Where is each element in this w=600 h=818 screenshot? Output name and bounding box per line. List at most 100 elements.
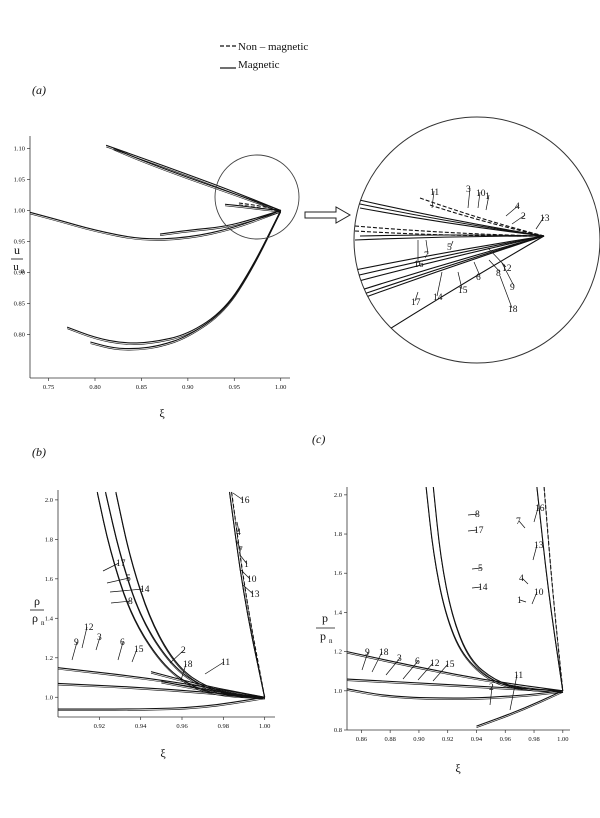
curve-label: 18 [379,648,389,658]
series-a-3 [113,147,281,211]
inset-label-leader [485,194,490,211]
curve-label: 17 [474,526,484,536]
curve-label-leader [432,663,449,682]
chart-a-y-ticks: 0.80 0.85 0.90 0.95 1.00 1.05 1.10 [14,145,30,339]
series-a-6-pair [159,211,281,236]
inset-label-leader [436,271,443,297]
curve-label-leader [235,539,242,551]
y-tick-label: 1.00 [14,207,25,214]
series-a-7-pair [224,205,281,213]
curve-label-leader [95,636,101,651]
inset-label-leader [505,204,520,217]
inset-curve-label: 18 [508,305,518,315]
inset-curve-label: 6 [476,273,481,283]
curve-label-leader [232,492,244,501]
curve-label: 1 [244,560,249,570]
series-b-5-pair [57,684,265,700]
series-b-1-pair [96,493,265,700]
curve-label: 7 [238,546,243,556]
chart-c-y-label-denominator: p [320,629,326,643]
inset-series-11 [354,235,545,277]
inset-series-15 [354,235,545,302]
inset-curve-label: 8 [496,269,501,279]
chart-b-curve-labels: 16 175 14 8 4 71 10 13 123 9 6 15 2 18 11 [71,492,260,681]
curve-label-leader [242,584,254,595]
series-b-9-pair [229,493,265,699]
inset-label-leader [425,239,429,255]
curve-label-leader [236,521,240,533]
curve-label: 6 [415,657,420,667]
chart-a-y-label-subscript: n [21,267,25,275]
x-tick-label: 0.94 [471,736,483,743]
curve-label: 15 [445,660,455,670]
inset-label-leader [450,240,454,247]
series-a-2 [105,144,281,211]
curve-label: 12 [84,623,94,633]
series-c-2-pair [433,488,563,693]
chart-b-x-ticks: 0.92 0.94 0.96 0.98 1.00 [94,717,270,730]
curve-label: 16 [240,496,250,506]
curve-label: 4 [519,574,524,584]
curve-label: 13 [250,590,260,600]
curve-label: 2 [181,646,186,656]
curve-label: 3 [97,633,102,643]
x-tick-label: 0.96 [176,723,188,730]
y-tick-label: 1.4 [334,609,343,616]
x-tick-label: 0.92 [442,736,453,743]
curve-label-leader [467,529,478,532]
x-tick-label: 1.00 [275,384,286,391]
inset-series-16 [371,235,545,341]
curve-label-leader [385,657,401,676]
series-a-4 [66,210,282,344]
curve-label-leader [240,569,251,580]
inset-curve-label: 4 [515,202,520,212]
inset-label-leader [535,216,545,230]
panel-label-a: (a) [32,83,46,97]
inset-series-5 [429,204,545,237]
inset-curve-label: 9 [510,283,515,293]
x-tick-label: 1.00 [557,736,568,743]
inset-label-leader [511,214,526,225]
zoom-circle-small [214,154,300,240]
curve-label-leader [371,651,383,673]
y-tick-label: 1.2 [334,649,342,656]
curve-label: 4 [236,528,241,538]
curve-label: 5 [478,564,483,574]
curve-label: 8 [475,510,480,520]
y-tick-label: 1.6 [45,576,54,583]
curve-label-leader [106,577,130,584]
chart-c-y-label-subscript: n [329,637,333,645]
inset-curve-label: 1 [485,192,490,202]
chart-a-y-label-denominator: u [13,261,19,273]
series-c-5 [346,688,563,699]
inset-curve-label: 7 [424,251,429,261]
curve-label-leader [467,513,479,516]
y-tick-label: 1.10 [14,145,25,152]
y-tick-label: 1.0 [334,688,342,695]
series-c-8-pair [543,488,564,693]
y-tick-label: 1.4 [45,615,54,622]
curve-label-leader [109,588,144,593]
inset-curve-label: 14 [433,293,443,303]
series-c-4-pair [346,680,563,693]
inset-label-leader [477,191,481,209]
series-a-6 [159,209,281,235]
x-tick-label: 0.90 [182,384,193,391]
curve-label-leader [110,600,132,604]
inset-label-leader [431,190,435,209]
series-b-8-pair [161,682,265,700]
curve-label: 13 [534,541,544,551]
panel-label-c: (c) [312,432,325,446]
curve-label-leader [521,577,529,585]
curve-label-leader [131,648,138,663]
y-tick-label: 0.85 [14,301,25,308]
curve-label-leader [519,599,527,603]
curve-label: 1 [517,596,522,606]
series-a-8 [238,202,281,211]
inset-label-leader [457,271,463,290]
curve-label-leader [239,554,248,565]
chart-c-y-ticks: 0.8 1.0 1.2 1.4 1.6 1.8 2.0 [334,492,347,734]
curve-label-leader [117,641,124,661]
curve-label: 15 [134,645,144,655]
chart-c: 0.81.01.21.41.61.82.0 0.86 0.88 0.90 0.92 0.… [316,486,570,775]
